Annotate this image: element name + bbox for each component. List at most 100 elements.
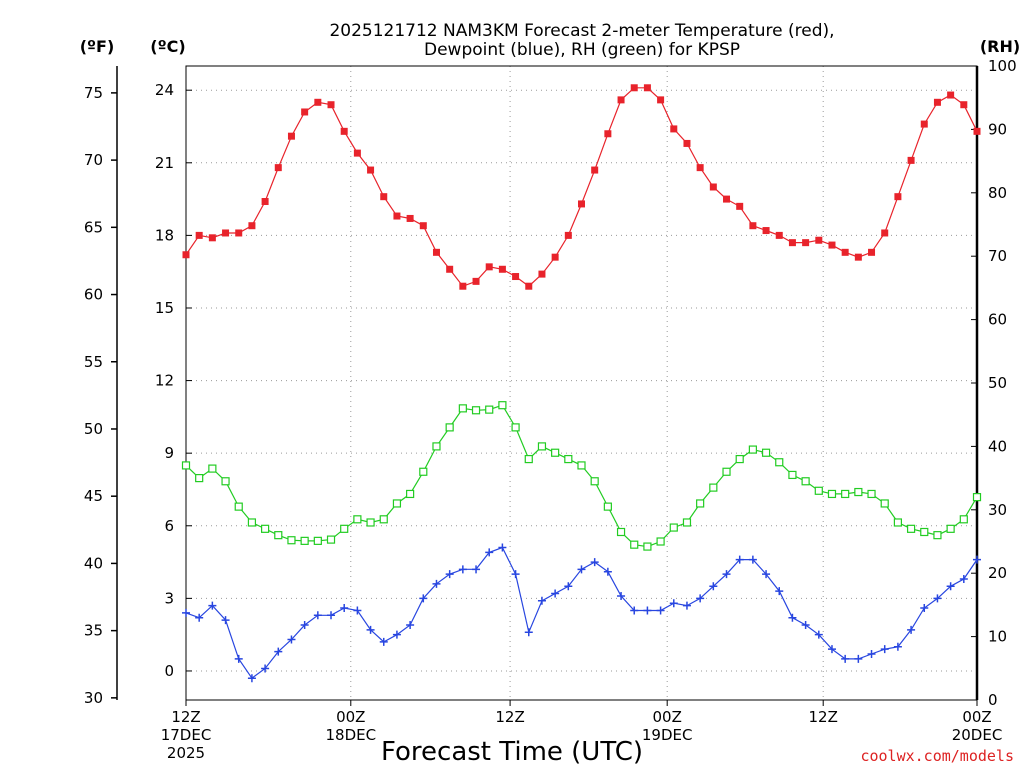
rh-point xyxy=(406,489,415,499)
rh-point xyxy=(419,467,428,476)
2-meter-temperature-point xyxy=(353,149,361,157)
rh-tick-label: 70 xyxy=(988,247,1007,265)
dewpoint-point xyxy=(959,575,968,584)
rh-point xyxy=(933,531,942,540)
data-series xyxy=(181,84,982,683)
dewpoint-point xyxy=(709,582,718,591)
celsius-tick-label: 18 xyxy=(155,226,174,244)
dewpoint-point xyxy=(735,555,744,564)
2-meter-temperature-point xyxy=(788,239,796,247)
x-tick-label: 20DEC xyxy=(952,726,1003,744)
rh-point xyxy=(682,518,692,527)
2-meter-temperature-point xyxy=(261,198,269,206)
dewpoint-point xyxy=(195,613,204,622)
rh-point xyxy=(181,461,191,470)
chart-title-line-2: Dewpoint (blue), RH (green) for KPSP xyxy=(424,40,740,60)
rh-point xyxy=(814,486,823,495)
rh-unit-label: (RH) xyxy=(980,37,1020,56)
dewpoint-point xyxy=(300,620,309,629)
2-meter-temperature-point xyxy=(907,156,915,164)
2-meter-temperature-point xyxy=(406,214,414,222)
x-tick-label: 00Z xyxy=(653,708,682,726)
2-meter-temperature-point xyxy=(933,98,941,106)
celsius-tick-label: 6 xyxy=(164,517,174,535)
rh-point xyxy=(748,445,757,454)
rh-point xyxy=(801,477,810,486)
rh-point xyxy=(656,537,665,546)
2-meter-temperature-point xyxy=(960,101,968,109)
dewpoint-point xyxy=(313,611,322,620)
2-meter-temperature-point xyxy=(868,248,876,256)
dewpoint-point xyxy=(907,625,916,634)
2-meter-temperature-point xyxy=(657,96,665,104)
rh-point xyxy=(946,524,955,533)
x-tick-label: 18DEC xyxy=(325,726,376,744)
rh-tick-label: 50 xyxy=(988,374,1007,392)
x-tick-label: 00Z xyxy=(336,708,365,726)
celsius-tick-label: 0 xyxy=(164,662,174,680)
fahrenheit-tick-label: 35 xyxy=(84,622,103,640)
2-meter-temperature-point xyxy=(670,125,678,133)
2-meter-temperature-point xyxy=(802,239,810,247)
2-meter-temperature-point xyxy=(815,236,823,244)
rh-tick-label: 100 xyxy=(988,57,1017,75)
dewpoint-point xyxy=(551,589,560,598)
dewpoint-point xyxy=(472,565,481,574)
celsius-tick-label: 21 xyxy=(155,154,174,172)
rh-point xyxy=(775,458,784,467)
2-meter-temperature-point xyxy=(973,127,981,135)
rh-point xyxy=(735,454,744,464)
2-meter-temperature-point xyxy=(775,231,783,239)
dewpoint-point xyxy=(788,613,797,622)
2-meter-temperature-point xyxy=(920,120,928,128)
dewpoint-point xyxy=(392,630,401,639)
rh-point xyxy=(326,535,336,544)
2-meter-temperature-point xyxy=(551,253,559,261)
dewpoint-point xyxy=(445,570,454,579)
dewpoint-point xyxy=(827,645,836,654)
dewpoint-point xyxy=(854,654,863,663)
rh-point xyxy=(234,502,243,511)
2-meter-temperature-point xyxy=(591,166,599,174)
dewpoint-point xyxy=(762,570,771,579)
2-meter-temperature-point xyxy=(340,127,348,135)
rh-tick-label: 80 xyxy=(988,184,1007,202)
rh-point xyxy=(630,540,639,549)
2-meter-temperature-point xyxy=(446,265,454,273)
rh-point xyxy=(854,487,863,497)
dewpoint-point xyxy=(182,608,190,617)
dewpoint-point xyxy=(946,582,955,591)
dewpoint-point xyxy=(234,654,243,663)
dewpoint-point xyxy=(274,647,283,656)
2-meter-temperature-point xyxy=(287,132,295,140)
fahrenheit-tick-label: 45 xyxy=(84,487,103,505)
dewpoint-point xyxy=(722,570,731,579)
x-tick-label: 12Z xyxy=(495,708,524,726)
fahrenheit-tick-label: 50 xyxy=(84,420,103,438)
celsius-tick-label: 9 xyxy=(164,444,174,462)
rh-point xyxy=(300,536,309,545)
2-meter-temperature-point xyxy=(432,248,440,256)
celsius-tick-label: 3 xyxy=(164,589,174,607)
rh-point xyxy=(841,489,850,499)
2-meter-temperature-point xyxy=(643,84,651,92)
dewpoint-point xyxy=(775,587,784,596)
fahrenheit-tick-label: 75 xyxy=(84,84,103,102)
rh-tick-label: 0 xyxy=(988,691,998,709)
dewpoint-point xyxy=(247,674,256,683)
dewpoint-point xyxy=(801,620,810,629)
dewpoint-point xyxy=(867,650,876,659)
2-meter-temperature-point xyxy=(828,241,836,249)
credit-text: coolwx.com/models xyxy=(860,747,1014,765)
2-meter-temperature-point xyxy=(182,251,190,259)
2-meter-temperature-point xyxy=(617,96,625,104)
x-tick-label: 12Z xyxy=(171,708,200,726)
dewpoint-point xyxy=(406,620,415,629)
2-meter-temperature-point xyxy=(419,222,427,230)
fahrenheit-tick-label: 55 xyxy=(84,353,103,371)
dewpoint-point xyxy=(893,642,902,651)
dewpoint-point xyxy=(458,565,467,574)
dewpoint-point xyxy=(564,582,573,591)
